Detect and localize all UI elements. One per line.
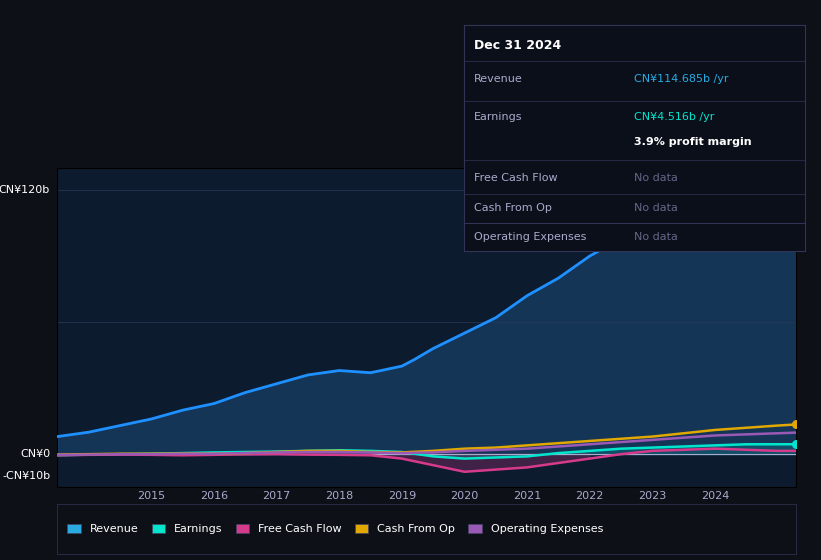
Text: 2016: 2016 [200,491,228,501]
Text: 2015: 2015 [137,491,166,501]
Text: CN¥114.685b /yr: CN¥114.685b /yr [635,74,729,84]
Text: -CN¥10b: -CN¥10b [2,471,50,481]
Text: 2024: 2024 [701,491,729,501]
Text: 2018: 2018 [325,491,353,501]
Text: 2019: 2019 [388,491,416,501]
Text: Dec 31 2024: Dec 31 2024 [474,39,562,52]
Text: No data: No data [635,232,678,242]
Point [790,199,803,208]
Text: CN¥0: CN¥0 [20,449,50,459]
Text: 2021: 2021 [513,491,541,501]
Text: 2023: 2023 [638,491,667,501]
Text: Operating Expenses: Operating Expenses [474,232,586,242]
Point [790,420,803,429]
Text: CN¥4.516b /yr: CN¥4.516b /yr [635,111,714,122]
Text: No data: No data [635,203,678,213]
Text: 2020: 2020 [451,491,479,501]
Text: Earnings: Earnings [474,111,523,122]
Text: 3.9% profit margin: 3.9% profit margin [635,138,752,147]
Text: CN¥120b: CN¥120b [0,185,50,195]
Text: Free Cash Flow: Free Cash Flow [474,173,557,183]
Text: 2017: 2017 [263,491,291,501]
Text: No data: No data [635,173,678,183]
Text: 2022: 2022 [576,491,604,501]
Text: Revenue: Revenue [474,74,523,84]
Legend: Revenue, Earnings, Free Cash Flow, Cash From Op, Operating Expenses: Revenue, Earnings, Free Cash Flow, Cash … [63,520,608,539]
Text: Cash From Op: Cash From Op [474,203,552,213]
Point [790,440,803,449]
